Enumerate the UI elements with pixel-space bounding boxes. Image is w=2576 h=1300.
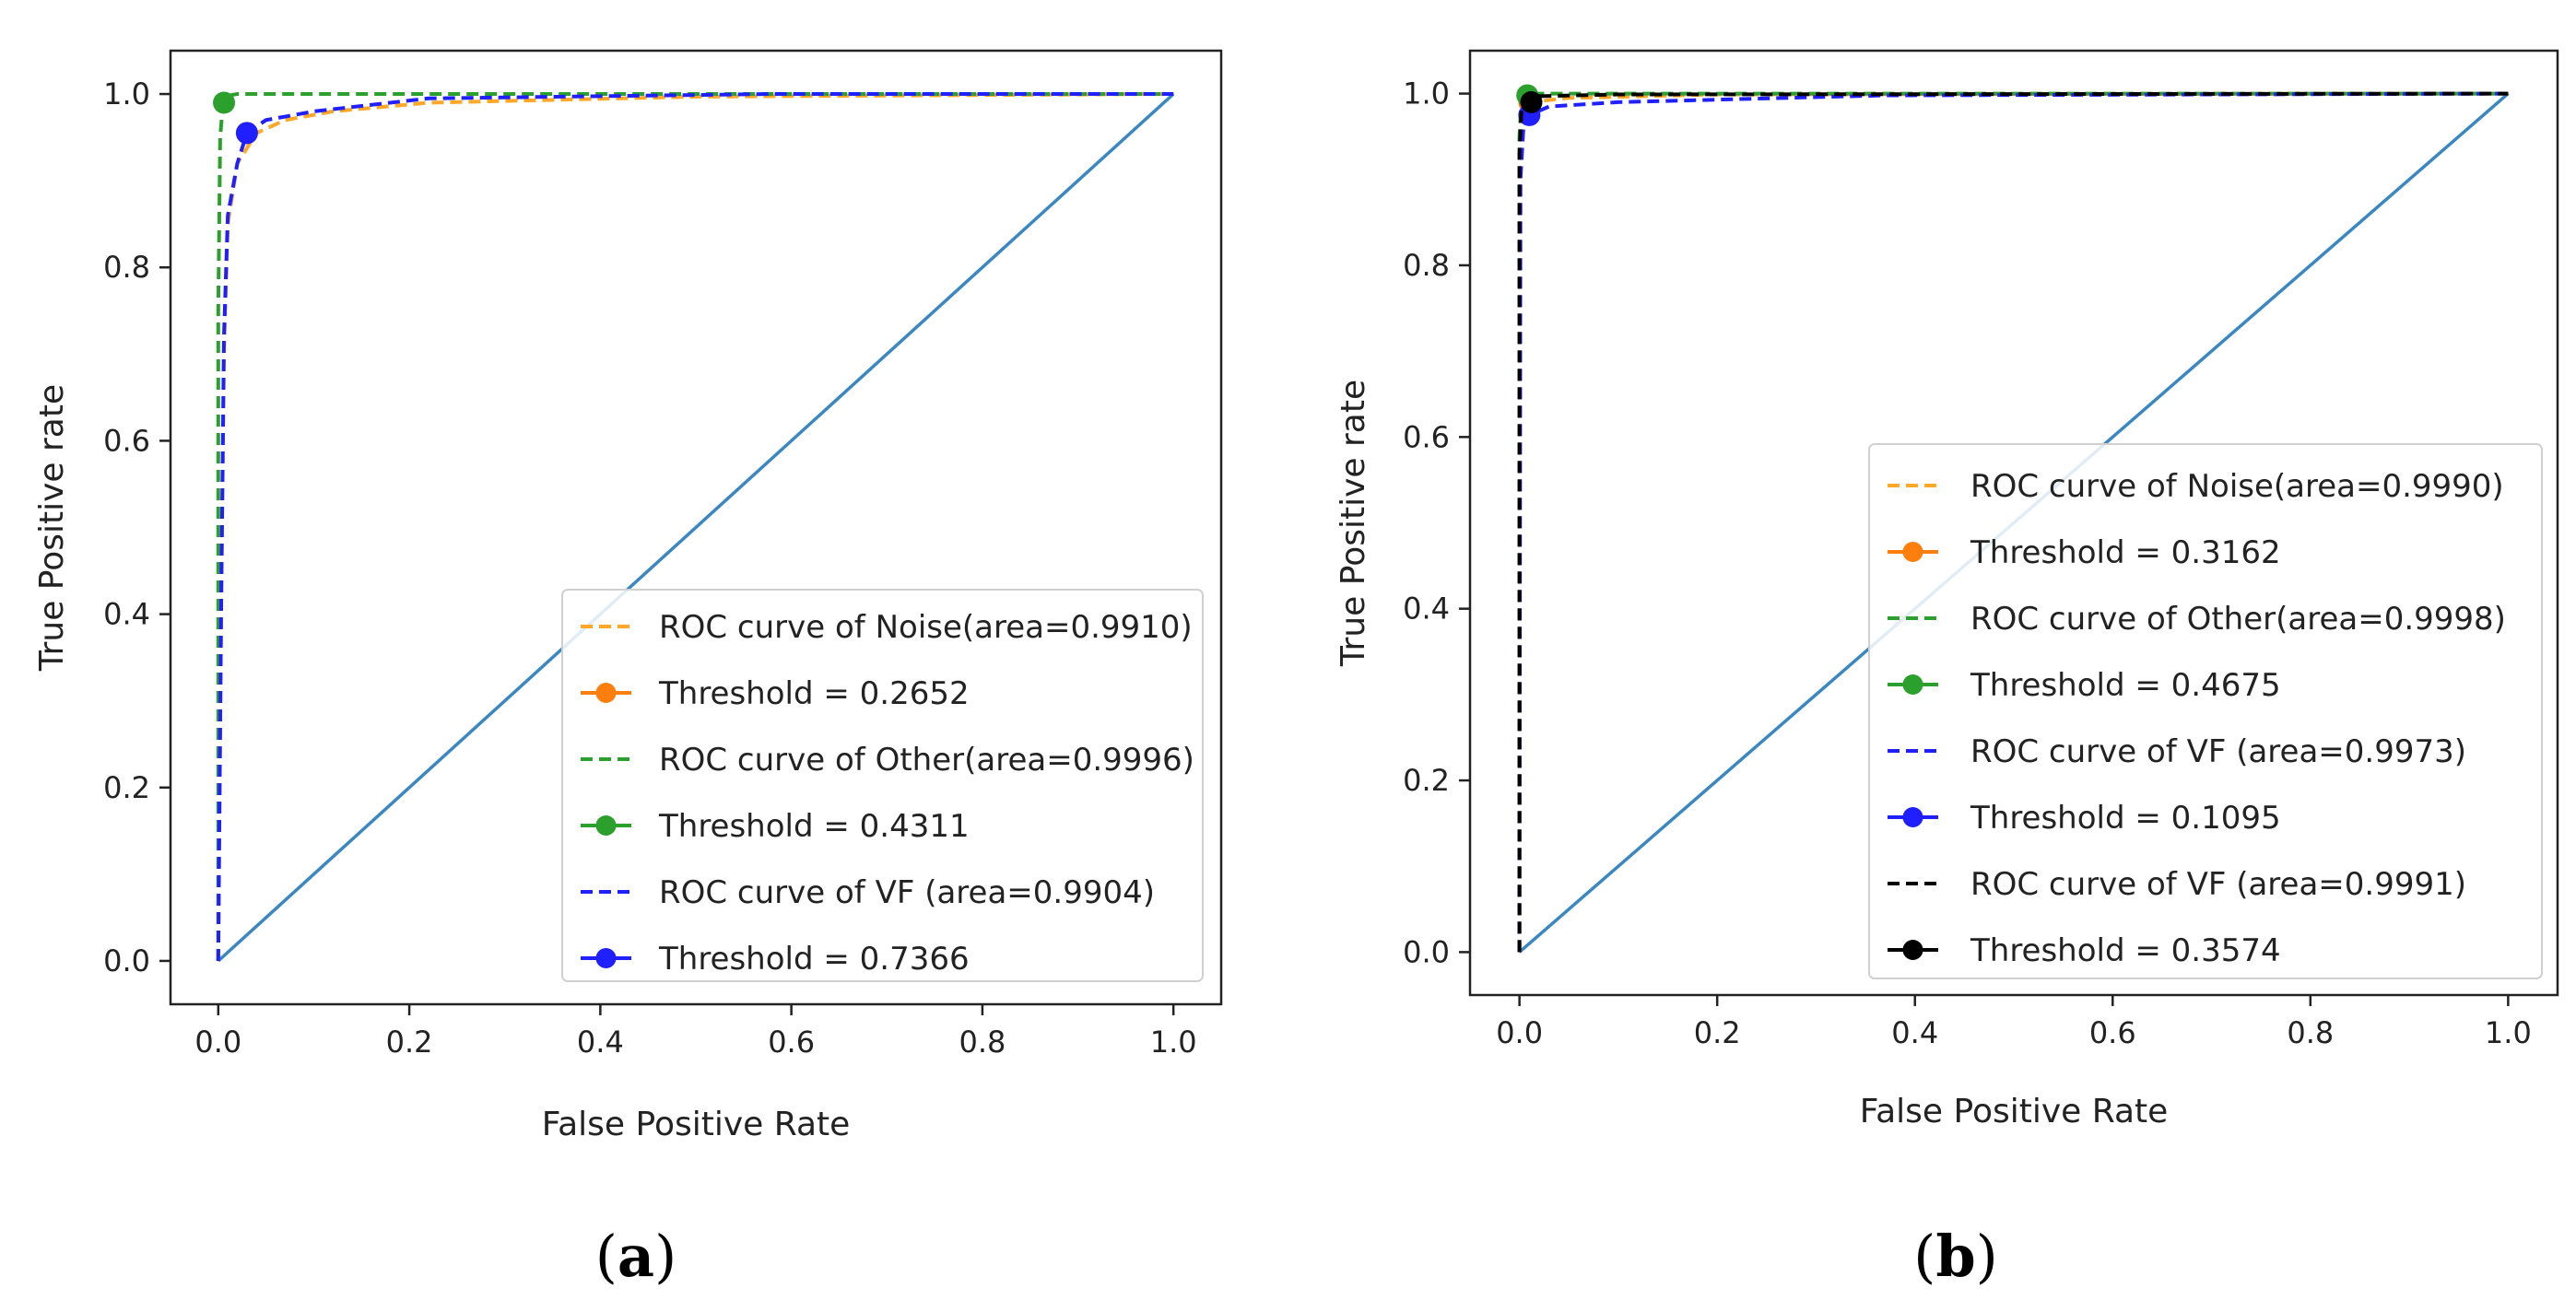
legend-box xyxy=(561,589,1204,982)
y-tick-label: 0.6 xyxy=(103,423,150,458)
legend-marker xyxy=(1902,674,1923,695)
x-axis-label: False Positive Rate xyxy=(1860,1093,2169,1130)
threshold-marker xyxy=(213,91,236,114)
legend-marker xyxy=(1902,542,1923,562)
panel-paren: ( xyxy=(1913,1223,1935,1290)
panel-label: (b) xyxy=(1913,1223,1998,1290)
legend-label: Threshold = 0.4675 xyxy=(1970,667,2281,704)
axes-frame xyxy=(169,49,1223,1006)
x-tick-label: 0.2 xyxy=(386,1025,433,1060)
y-tick-label: 0.4 xyxy=(1403,591,1450,627)
y-tick-label: 1.0 xyxy=(1403,76,1450,111)
x-tick-label: 0.2 xyxy=(1694,1015,1741,1050)
legend-label: Threshold = 0.1095 xyxy=(1970,800,2281,837)
legend-marker xyxy=(1902,807,1923,827)
axes-frame xyxy=(1468,49,2559,997)
x-tick-label: 0.8 xyxy=(2287,1015,2334,1050)
panel-paren: ) xyxy=(1976,1223,1998,1290)
y-tick-label: 0.2 xyxy=(1403,763,1450,798)
x-tick-label: 1.0 xyxy=(2485,1015,2532,1050)
y-axis-label: True Positive rate xyxy=(1335,380,1372,667)
panel-paren: ) xyxy=(654,1223,676,1290)
x-tick-label: 0.4 xyxy=(1891,1015,1938,1050)
legend-box xyxy=(1868,443,2543,979)
legend-label: ROC curve of VF (area=0.9904) xyxy=(659,874,1155,911)
x-tick-label: 0.0 xyxy=(194,1025,241,1060)
x-tick-label: 0.6 xyxy=(2089,1015,2136,1050)
x-axis-label: False Positive Rate xyxy=(542,1106,851,1143)
legend-label: ROC curve of Other(area=0.9996) xyxy=(659,742,1194,779)
legend-label: ROC curve of Noise(area=0.9910) xyxy=(659,609,1193,646)
panel-letter: b xyxy=(1935,1223,1975,1290)
legend-label: Threshold = 0.3162 xyxy=(1970,534,2281,571)
y-tick-label: 1.0 xyxy=(103,76,150,111)
x-tick-label: 0.4 xyxy=(577,1025,624,1060)
threshold-marker xyxy=(1520,90,1543,113)
panel-paren: ( xyxy=(595,1223,618,1290)
legend-label: ROC curve of VF (area=0.9973) xyxy=(1970,733,2466,770)
x-tick-label: 0.8 xyxy=(959,1025,1006,1060)
x-tick-label: 0.0 xyxy=(1496,1015,1543,1050)
y-tick-label: 0.0 xyxy=(103,943,150,978)
y-tick-label: 0.0 xyxy=(1403,934,1450,969)
chart-b: 0.0 0.2 0.4 0.6 0.8 1.0 0.0 0.2 0.4 0.6 0.8 1.0 Fals… xyxy=(1335,49,2559,1290)
legend-marker xyxy=(595,683,617,703)
legend-marker xyxy=(1902,940,1923,960)
chart-a: 0.0 0.2 0.4 0.6 0.8 1.0 0.0 0.2 0.4 0.6 0.8 1.0 Fals… xyxy=(33,49,1223,1290)
legend-label: Threshold = 0.2652 xyxy=(658,675,970,712)
legend-marker xyxy=(595,815,617,836)
chance-line xyxy=(217,92,1175,963)
threshold-marker xyxy=(235,122,258,145)
legend-label: ROC curve of Noise(area=0.9990) xyxy=(1970,468,2504,505)
legend-label: Threshold = 0.4311 xyxy=(658,808,970,845)
x-tick-label: 0.6 xyxy=(768,1025,815,1060)
legend-label: Threshold = 0.3574 xyxy=(1970,932,2281,969)
y-tick-label: 0.4 xyxy=(103,597,150,632)
y-tick-label: 0.6 xyxy=(1403,419,1450,454)
legend-marker xyxy=(595,948,617,968)
panel-label: (a) xyxy=(595,1223,677,1290)
panel-letter: a xyxy=(618,1223,654,1290)
y-tick-label: 0.8 xyxy=(103,250,150,285)
y-tick-label: 0.2 xyxy=(103,770,150,805)
x-tick-label: 1.0 xyxy=(1150,1025,1197,1060)
y-tick-label: 0.8 xyxy=(1403,248,1450,283)
legend-label: ROC curve of Other(area=0.9998) xyxy=(1970,601,2506,638)
legend-label: Threshold = 0.7366 xyxy=(658,941,970,978)
legend-label: ROC curve of VF (area=0.9991) xyxy=(1970,866,2466,903)
y-axis-label: True Positive rate xyxy=(33,384,71,672)
